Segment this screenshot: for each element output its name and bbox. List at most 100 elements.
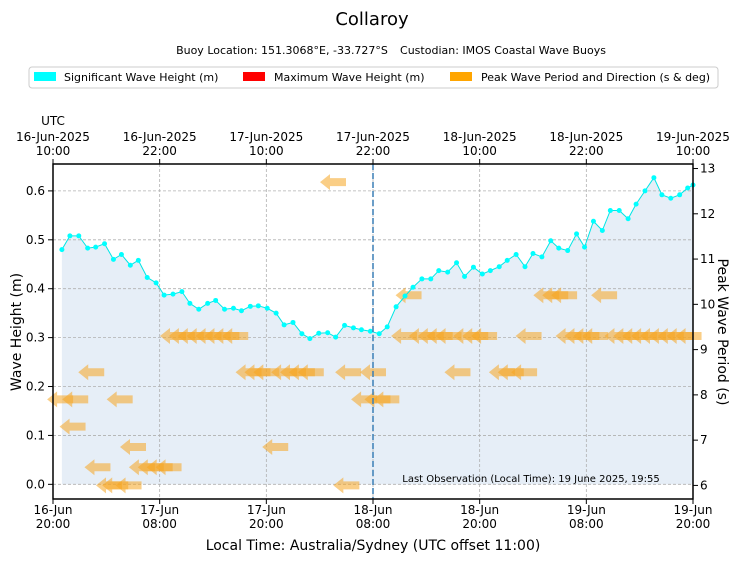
top-tick-label-time: 10:00 (462, 144, 497, 158)
x-tick-label-date: 17-Jun (140, 503, 179, 517)
peak-period-arrow (62, 391, 89, 408)
peak-period-arrow (551, 287, 578, 304)
wave-height-point (556, 245, 562, 251)
top-tick-label-time: 22:00 (569, 144, 604, 158)
wave-height-point (548, 238, 554, 244)
wave-height-point (522, 264, 528, 270)
wave-height-point (273, 310, 279, 316)
x-tick-label-time: 08:00 (142, 517, 177, 531)
wave-height-point (230, 305, 236, 311)
wave-height-point (487, 268, 493, 274)
legend-label-maximum: Maximum Wave Height (m) (274, 71, 425, 84)
wave-height-point (118, 251, 124, 257)
top-tick-label-date: 16-Jun-2025 (16, 130, 90, 144)
x-tick-label-time: 20:00 (36, 517, 71, 531)
peak-period-arrow (59, 418, 86, 435)
peak-period-arrow (444, 364, 471, 381)
wave-height-point (76, 233, 82, 239)
wave-height-point (333, 334, 339, 340)
peak-period-arrow (335, 364, 362, 381)
wave-height-point (325, 330, 331, 336)
wave-height-point (238, 308, 244, 314)
wave-height-point (513, 251, 519, 257)
peak-period-arrow (115, 477, 142, 494)
x-tick-label-date: 18-Jun (353, 503, 392, 517)
wave-height-point (85, 245, 91, 251)
wave-height-point (247, 303, 253, 309)
top-tick-label-time: 22:00 (356, 144, 391, 158)
wave-height-point (599, 228, 605, 234)
wave-height-point (153, 280, 159, 286)
peak-period-arrow (373, 391, 400, 408)
wave-height-point (281, 322, 287, 328)
wave-height-point (255, 303, 261, 309)
peak-period-arrow (471, 328, 498, 345)
y2-tick-label: 7 (700, 433, 708, 447)
wave-height-point (428, 276, 434, 282)
custodian: Custodian: IMOS Coastal Wave Buoys (400, 44, 606, 57)
x-tick-label-time: 20:00 (249, 517, 284, 531)
x-tick-label-date: 19-Jun (673, 503, 712, 517)
y-tick-label: 0.1 (26, 428, 45, 442)
legend-swatch-significant (34, 72, 56, 81)
y2-tick-label: 6 (700, 478, 708, 492)
wave-height-point (67, 233, 73, 239)
x-tick-label-time: 08:00 (356, 517, 391, 531)
wave-height-point (616, 207, 622, 213)
top-tick-label-date: 16-Jun-2025 (123, 130, 197, 144)
legend: Significant Wave Height (m) Maximum Wave… (28, 66, 719, 89)
top-tick-label-date: 17-Jun-2025 (229, 130, 303, 144)
wave-height-point (685, 185, 691, 191)
wave-height-point (102, 241, 108, 247)
wave-height-point (659, 192, 665, 198)
legend-swatch-maximum (243, 72, 265, 81)
wave-height-area (61, 177, 693, 485)
wave-height-point (299, 331, 305, 337)
peak-period-arrow (675, 328, 702, 345)
peak-period-arrow (297, 364, 324, 381)
y2-tick-label: 8 (700, 388, 708, 402)
top-tick-label-time: 10:00 (249, 144, 284, 158)
chart-title: Collaroy (335, 9, 409, 30)
wave-height-point (161, 292, 167, 298)
wave-height-point (205, 300, 211, 306)
wave-height-point (642, 188, 648, 194)
wave-height-point (607, 207, 613, 213)
legend-label-peak: Peak Wave Period and Direction (s & deg) (481, 71, 710, 84)
x-tick-label-date: 16-Jun (33, 503, 72, 517)
legend-swatch-peak (450, 72, 472, 81)
wave-height-point (462, 273, 468, 279)
wave-height-point (633, 201, 639, 207)
wave-height-point (410, 284, 416, 290)
wave-height-point (196, 306, 202, 312)
peak-period-arrow (582, 328, 609, 345)
y2-tick-label: 13 (700, 162, 715, 176)
top-tick-label-time: 22:00 (142, 144, 177, 158)
top-tick-label-date: 17-Jun-2025 (336, 130, 410, 144)
peak-period-arrow (320, 174, 346, 191)
wave-height-point (135, 257, 141, 263)
peak-period-arrow (84, 459, 111, 476)
wave-height-point (419, 276, 425, 282)
wave-height-point (110, 256, 116, 262)
line-layer (59, 175, 696, 342)
wave-height-point (170, 291, 176, 297)
wave-height-point (454, 260, 460, 266)
y2-axis-label: Peak Wave Period (s) (714, 259, 730, 406)
wave-height-point (367, 328, 373, 334)
x-tick-label-time: 08:00 (569, 517, 604, 531)
peak-period-arrow (391, 328, 418, 345)
wave-height-point (144, 274, 150, 280)
wave-height-point (504, 257, 510, 263)
peak-period-arrow (222, 328, 249, 345)
y-tick-label: 0.4 (26, 282, 45, 296)
wave-height-point (290, 319, 296, 325)
wave-height-point (402, 293, 408, 299)
wave-height-point (307, 336, 313, 342)
y-tick-label: 0.3 (26, 331, 45, 345)
wave-height-point (479, 271, 485, 277)
wave-height-point (539, 254, 545, 260)
y-tick-label: 0.0 (26, 477, 45, 491)
wave-height-point (179, 289, 185, 295)
x-tick-label-time: 20:00 (462, 517, 497, 531)
